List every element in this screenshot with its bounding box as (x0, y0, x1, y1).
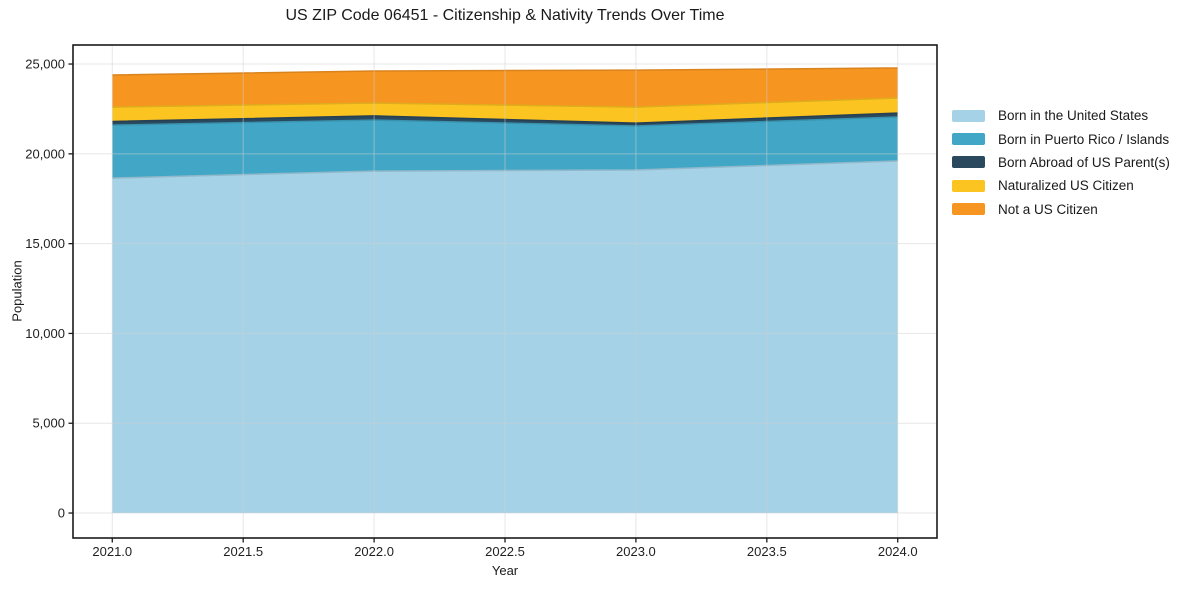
legend-item-naturalized-us-citizen: Naturalized US Citizen (952, 174, 1170, 197)
y-tick-label: 0 (58, 506, 65, 521)
y-tick-label: 20,000 (25, 146, 65, 161)
legend-label: Naturalized US Citizen (998, 178, 1134, 194)
y-tick-label: 5,000 (32, 416, 65, 431)
legend-item-not-a-us-citizen: Not a US Citizen (952, 198, 1170, 221)
legend-label: Born Abroad of US Parent(s) (998, 154, 1170, 170)
x-axis-label: Year (491, 563, 519, 578)
legend-item-born-in-puerto-rico-islands: Born in Puerto Rico / Islands (952, 127, 1170, 150)
legend-swatch (952, 133, 985, 146)
y-tick-label: 15,000 (25, 236, 65, 251)
x-tick-label: 2022.5 (485, 544, 525, 559)
legend-swatch (952, 156, 985, 169)
y-axis-label: Population (9, 260, 25, 322)
x-tick-label: 2024.0 (878, 544, 918, 559)
x-tick-label: 2021.5 (223, 544, 263, 559)
legend-item-born-in-the-united-states: Born in the United States (952, 104, 1170, 127)
legend-swatch (952, 203, 985, 216)
legend-swatch (952, 109, 985, 122)
legend-label: Not a US Citizen (998, 201, 1098, 217)
x-tick-label: 2022.0 (354, 544, 394, 559)
legend: Born in the United States Born in Puerto … (952, 104, 1170, 221)
chart-title: US ZIP Code 06451 - Citizenship & Nativi… (285, 7, 725, 24)
x-tick-label: 2023.5 (747, 544, 787, 559)
y-tick-label: 10,000 (25, 326, 65, 341)
legend-label: Born in Puerto Rico / Islands (998, 131, 1170, 147)
x-tick-label: 2023.0 (616, 544, 656, 559)
legend-item-born-abroad-of-us-parent-s: Born Abroad of US Parent(s) (952, 151, 1170, 174)
x-tick-label: 2021.0 (92, 544, 132, 559)
y-tick-label: 25,000 (25, 57, 65, 72)
legend-label: Born in the United States (998, 108, 1149, 124)
legend-swatch (952, 179, 985, 192)
